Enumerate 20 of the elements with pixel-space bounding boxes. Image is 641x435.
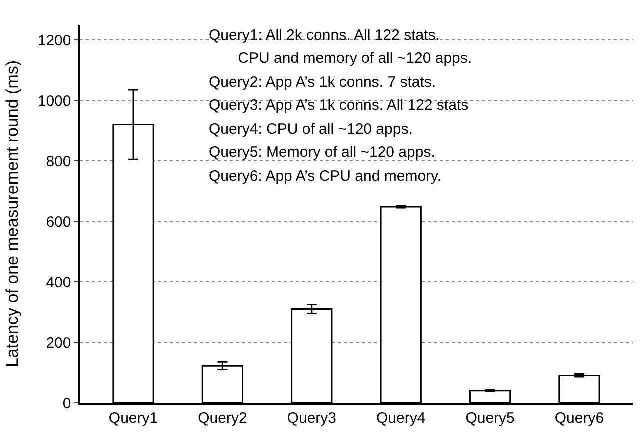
x-tick-label: Query1 <box>108 410 158 427</box>
annotation: Query2: App A’s 1k conns. 7 stats. <box>209 74 436 91</box>
y-tick-label: 1200 <box>38 32 72 50</box>
annotation: Query3: App A’s 1k conns. All 122 stats <box>209 97 469 114</box>
x-tick-label: Query6 <box>554 410 604 427</box>
x-tick-label: Query5 <box>466 410 515 427</box>
y-tick-label: 600 <box>46 214 72 231</box>
annotation: Query4: CPU of all ~120 apps. <box>209 121 413 138</box>
y-tick-label: 800 <box>46 153 72 170</box>
y-tick-label: 0 <box>62 395 72 412</box>
annotation: Query1: All 2k conns. All 122 stats. CPU and memory of all ~120 apps. <box>209 27 472 67</box>
y-tick-label: 200 <box>46 334 72 352</box>
y-tick-label: 400 <box>46 274 72 292</box>
x-tick-label: Query3 <box>287 410 336 427</box>
annotation: Query5: Memory of all ~120 apps. <box>209 144 436 161</box>
y-tick-label: 1000 <box>38 92 72 110</box>
y-axis-title: Latency of one measurement round (ms) <box>2 60 22 368</box>
x-tick-label: Query4 <box>376 410 426 427</box>
annotation: Query6: App A’s CPU and memory. <box>209 168 442 185</box>
x-tick-label: Query2 <box>198 410 248 427</box>
